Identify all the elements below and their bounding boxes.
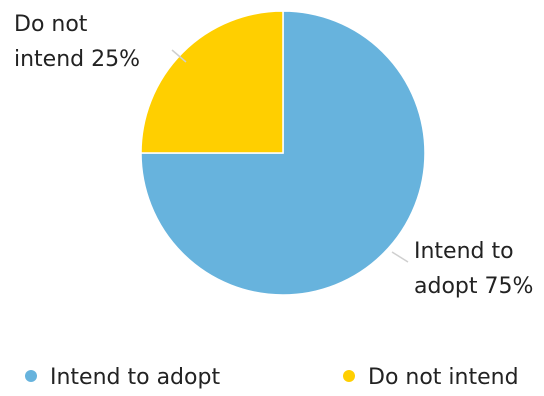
slice-label-intend-to-adopt: Intend to adopt 75% [414, 239, 533, 299]
leader-line-intend-to-adopt [391, 251, 409, 263]
legend: Intend to adopt Do not intend [25, 365, 519, 390]
slice-label-do-not-intend-line2: intend 25% [14, 47, 140, 72]
pie-slices [140, 10, 426, 296]
slice-label-intend-to-adopt-line1: Intend to [414, 239, 514, 264]
pie-slice-intend-to-adopt[interactable] [140, 10, 426, 296]
slice-label-intend-to-adopt-line2: adopt 75% [414, 274, 533, 299]
legend-marker-do-not-intend[interactable] [343, 370, 355, 382]
leader-line-do-not-intend [171, 49, 187, 63]
slice-label-do-not-intend: Do not intend 25% [14, 12, 140, 72]
legend-label-intend-to-adopt[interactable]: Intend to adopt [50, 365, 220, 390]
legend-marker-intend-to-adopt[interactable] [25, 370, 37, 382]
slice-label-do-not-intend-line1: Do not [14, 12, 88, 37]
pie-slice-do-not-intend[interactable] [140, 10, 284, 154]
legend-label-do-not-intend[interactable]: Do not intend [368, 365, 519, 390]
